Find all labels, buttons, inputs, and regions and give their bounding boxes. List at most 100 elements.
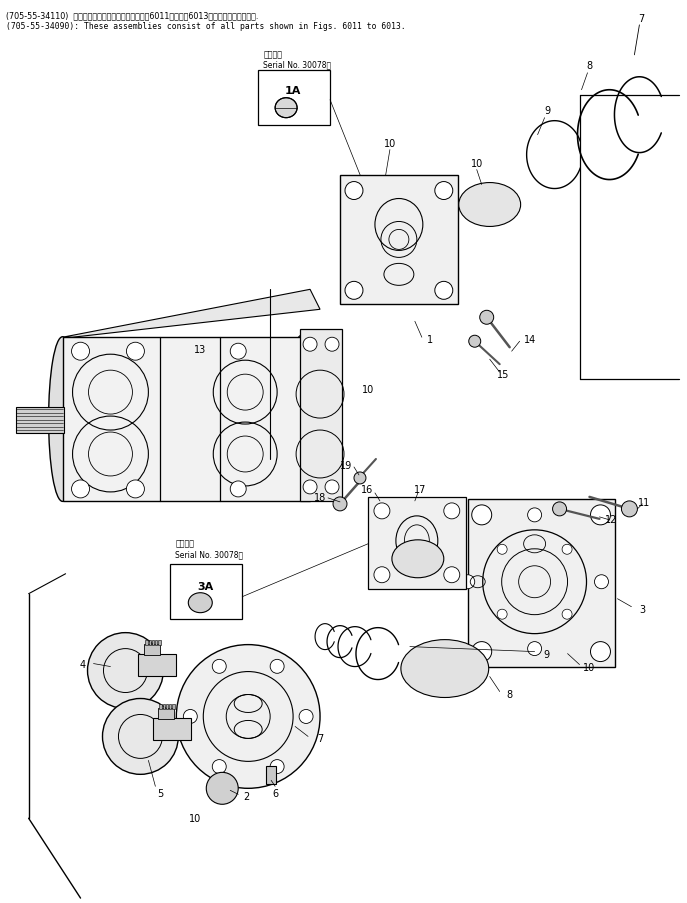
Text: 18: 18 — [314, 492, 326, 502]
Bar — [63, 338, 310, 501]
Bar — [16, 407, 64, 433]
Circle shape — [552, 502, 567, 517]
Circle shape — [230, 481, 246, 498]
Text: Serial No. 30078～: Serial No. 30078～ — [175, 550, 243, 559]
Circle shape — [345, 282, 363, 300]
Text: (705-55-34090): These assemblies consist of all parts shown in Figs. 6011 to 601: (705-55-34090): These assemblies consist… — [5, 22, 405, 31]
Circle shape — [270, 659, 284, 674]
Circle shape — [461, 575, 475, 589]
Text: 8: 8 — [587, 61, 593, 70]
Circle shape — [497, 610, 507, 619]
Bar — [340, 175, 458, 305]
Circle shape — [374, 567, 390, 583]
Text: 10: 10 — [189, 814, 201, 824]
Ellipse shape — [401, 640, 488, 698]
Circle shape — [594, 575, 609, 589]
Bar — [148, 640, 151, 645]
Text: 14: 14 — [523, 335, 536, 345]
Circle shape — [303, 480, 317, 494]
Text: 4: 4 — [80, 659, 86, 669]
Circle shape — [183, 710, 197, 723]
Text: 12: 12 — [605, 515, 618, 525]
Circle shape — [528, 642, 541, 656]
Text: 1A: 1A — [285, 86, 302, 96]
Circle shape — [126, 480, 144, 498]
Ellipse shape — [188, 593, 212, 613]
Circle shape — [87, 633, 164, 709]
Text: 9: 9 — [543, 649, 550, 659]
Ellipse shape — [49, 338, 76, 502]
Text: 10: 10 — [362, 385, 374, 395]
Text: 9: 9 — [545, 106, 551, 116]
Polygon shape — [63, 290, 320, 338]
Text: 7: 7 — [638, 14, 644, 23]
Circle shape — [345, 182, 363, 200]
Bar — [159, 704, 162, 710]
Circle shape — [528, 508, 541, 522]
Bar — [170, 564, 243, 619]
Bar — [159, 709, 174, 720]
Bar — [468, 499, 616, 666]
Bar — [300, 330, 342, 501]
Circle shape — [71, 480, 89, 498]
Text: 3A: 3A — [197, 582, 214, 591]
Bar — [368, 498, 466, 589]
Bar — [138, 654, 177, 675]
Circle shape — [472, 642, 492, 662]
Circle shape — [480, 311, 494, 325]
Text: 19: 19 — [340, 461, 352, 470]
Circle shape — [299, 710, 313, 723]
Text: 10: 10 — [583, 662, 596, 672]
Text: (705-55-34110)  これらのアセンブリの構成部品はㄖ6011図からㄖ6013図の部品まで含みます.: (705-55-34110) これらのアセンブリの構成部品はㄖ6011図からㄖ6… — [5, 11, 258, 20]
Circle shape — [270, 759, 284, 774]
Circle shape — [622, 501, 638, 517]
Text: 1: 1 — [427, 335, 433, 345]
Text: 適用号機: 適用号機 — [175, 539, 194, 548]
Bar — [169, 704, 172, 710]
Text: 10: 10 — [471, 158, 483, 168]
Text: 13: 13 — [194, 345, 206, 355]
Ellipse shape — [392, 540, 444, 578]
Text: 6: 6 — [272, 788, 278, 798]
Polygon shape — [63, 460, 320, 501]
Text: 15: 15 — [497, 369, 509, 380]
Circle shape — [435, 282, 453, 300]
Circle shape — [562, 610, 572, 619]
Ellipse shape — [275, 98, 297, 118]
Text: 3: 3 — [640, 604, 646, 614]
Circle shape — [325, 480, 339, 494]
Circle shape — [591, 506, 611, 526]
Circle shape — [469, 336, 481, 348]
Bar — [266, 767, 276, 785]
Circle shape — [444, 503, 460, 519]
Circle shape — [591, 642, 611, 662]
Circle shape — [206, 772, 238, 805]
Text: 17: 17 — [414, 484, 426, 494]
Text: 10: 10 — [384, 138, 396, 148]
Circle shape — [303, 338, 317, 352]
Bar — [152, 640, 155, 645]
Bar — [163, 704, 165, 710]
Bar — [146, 640, 148, 645]
Circle shape — [374, 503, 390, 519]
Bar — [258, 70, 330, 126]
Text: 5: 5 — [157, 788, 164, 798]
Circle shape — [212, 659, 226, 674]
Text: Serial No. 30078～: Serial No. 30078～ — [263, 61, 331, 70]
Circle shape — [333, 498, 347, 511]
Circle shape — [177, 645, 320, 788]
Circle shape — [435, 182, 453, 200]
Bar — [155, 640, 157, 645]
Circle shape — [102, 699, 179, 775]
Bar — [153, 719, 191, 740]
Ellipse shape — [288, 332, 333, 407]
Circle shape — [444, 567, 460, 583]
Text: 7: 7 — [317, 733, 323, 743]
Circle shape — [354, 472, 366, 484]
Text: 16: 16 — [361, 484, 373, 494]
Circle shape — [497, 545, 507, 554]
Circle shape — [325, 338, 339, 352]
Circle shape — [212, 759, 226, 774]
Text: 適用号機: 適用号機 — [263, 51, 282, 60]
Bar — [158, 640, 161, 645]
